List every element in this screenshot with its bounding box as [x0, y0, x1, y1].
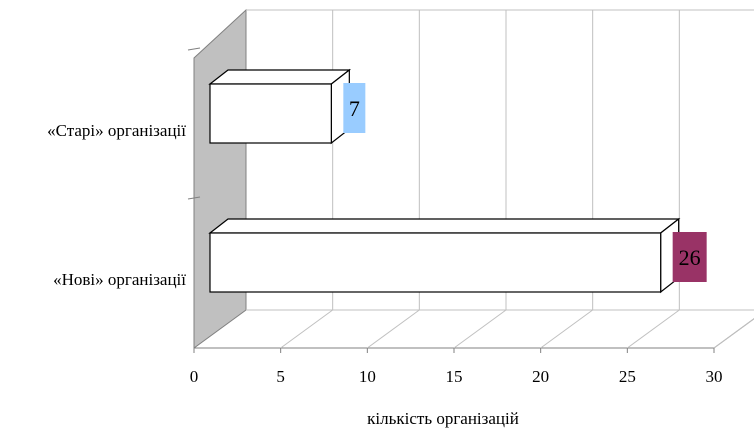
data-label-background — [672, 232, 707, 282]
x-axis-ticks: 0 5 10 15 20 25 30 — [190, 348, 723, 386]
floor-gridline — [540, 309, 593, 349]
floor-right-edge — [713, 318, 754, 349]
bar-top-face — [208, 218, 681, 234]
bar-front-face — [209, 232, 662, 293]
floor-gridline — [713, 318, 754, 349]
side-wall — [193, 8, 247, 349]
bar: 7 — [208, 68, 366, 145]
y-axis-tick — [187, 47, 201, 51]
category-label: «Нові» організації — [53, 270, 186, 289]
x-tick-label: 30 — [706, 367, 723, 386]
data-label: 26 — [679, 245, 701, 270]
data-label-background — [343, 83, 366, 133]
bar: 26 — [208, 217, 707, 294]
y-axis-categories: «Старі» організації «Нові» організації — [47, 121, 186, 289]
bars: 7 26 — [208, 68, 707, 294]
data-label: 7 — [349, 96, 360, 121]
x-tick-label: 0 — [190, 367, 199, 386]
floor-gridline — [367, 309, 420, 349]
y-axis-tick — [187, 196, 201, 200]
x-tick-label: 10 — [359, 367, 376, 386]
x-tick-label: 25 — [619, 367, 636, 386]
gridlines — [280, 10, 754, 349]
x-tick-label: 15 — [446, 367, 463, 386]
chart-walls — [187, 8, 754, 349]
x-tick-label: 20 — [532, 367, 549, 386]
bar-front-face — [209, 83, 332, 144]
floor-gridline — [453, 309, 507, 349]
floor-gridline — [627, 309, 680, 349]
x-axis-title: кількість організацій — [367, 409, 519, 428]
x-tick-label: 5 — [276, 367, 285, 386]
bar-top-face — [208, 69, 352, 85]
category-label: «Старі» організації — [47, 121, 186, 140]
floor-gridline — [280, 309, 333, 349]
